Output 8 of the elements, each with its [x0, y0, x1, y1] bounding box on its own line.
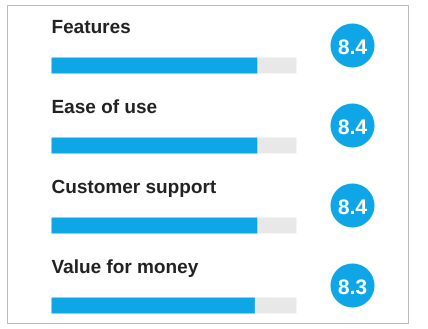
y-tick-label: Customer support — [52, 177, 217, 198]
data-label: 8.4 — [338, 36, 368, 59]
data-label: 8.4 — [338, 116, 368, 139]
y-tick-label: Features — [52, 17, 131, 38]
data-label: 8.3 — [338, 276, 368, 299]
y-tick-label: Value for money — [52, 257, 199, 278]
data-label: 8.4 — [338, 196, 368, 219]
y-tick-label: Ease of use — [52, 97, 158, 118]
